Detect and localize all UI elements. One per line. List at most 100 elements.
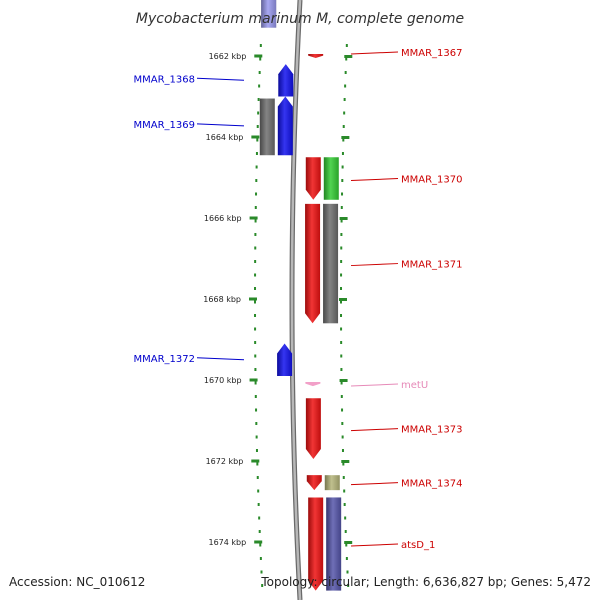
forward-guide-dot xyxy=(340,368,343,371)
gene-mmar_1374[interactable] xyxy=(306,475,322,491)
ruler-tick-label: 1668 kbp xyxy=(203,295,241,304)
ruler-tick-mark xyxy=(339,379,348,382)
forward-guide-dot xyxy=(340,381,343,385)
reverse-guide-dot xyxy=(254,219,257,223)
forward-guide-dot xyxy=(345,557,348,560)
reverse-guide-dot xyxy=(261,584,264,587)
gene-atsd_1[interactable] xyxy=(308,497,324,591)
gene-mmar_1370[interactable] xyxy=(305,157,321,200)
reverse-guide-dot xyxy=(254,395,257,398)
forward-guide-dot xyxy=(344,530,347,533)
gene-label-mmar_1371[interactable]: MMAR_1371 xyxy=(401,260,463,271)
gene-label-leader xyxy=(350,543,399,547)
gene-label-leader xyxy=(196,77,245,81)
forward-guide-dot xyxy=(343,503,346,506)
reverse-guide-dot xyxy=(254,287,257,290)
gene-mmar_1371[interactable] xyxy=(305,203,321,324)
reverse-guide-dot xyxy=(254,381,257,385)
gene-mmar_1372[interactable] xyxy=(277,343,293,376)
forward-guide-dot xyxy=(341,449,344,452)
ruler-tick-label: 1662 kbp xyxy=(209,52,247,61)
gene-feature-5[interactable] xyxy=(323,157,339,200)
forward-guide-dot xyxy=(340,246,343,250)
forward-guide-dot xyxy=(346,570,349,574)
ruler-tick-mark xyxy=(339,217,348,220)
track-guides xyxy=(254,44,350,587)
forward-guide-dot xyxy=(340,341,343,344)
forward-guide-dot xyxy=(344,84,347,88)
forward-guide-dot xyxy=(340,260,343,263)
forward-guide-dot xyxy=(345,44,348,47)
gene-label-mmar_1367[interactable]: MMAR_1367 xyxy=(401,48,463,59)
gene-mmar_1368[interactable] xyxy=(278,64,294,97)
reverse-guide-dot xyxy=(254,233,257,236)
gene-label-atsd_1[interactable]: atsD_1 xyxy=(401,540,435,551)
gene-metu[interactable] xyxy=(305,382,321,387)
gene-label-mmar_1374[interactable]: MMAR_1374 xyxy=(401,479,463,490)
forward-guide-dot xyxy=(340,233,343,236)
ruler-tick-mark xyxy=(251,135,260,139)
gene-label-leader xyxy=(196,123,245,127)
reverse-guide-dot xyxy=(255,422,258,425)
reverse-guide-dot xyxy=(259,57,262,61)
forward-guide-dot xyxy=(341,408,344,412)
reverse-guide-dot xyxy=(259,44,262,47)
ruler-tick-mark xyxy=(341,136,350,139)
gene-label-mmar_1370[interactable]: MMAR_1370 xyxy=(401,175,463,186)
ruler-tick-label: 1664 kbp xyxy=(206,133,244,142)
gene-label-leader xyxy=(350,178,399,182)
forward-guide-dot xyxy=(340,206,343,209)
gene-mmar_1373[interactable] xyxy=(305,398,321,459)
gene-feature-7[interactable] xyxy=(323,203,339,324)
gene-feature-16[interactable] xyxy=(261,0,277,28)
forward-guide-dot xyxy=(340,300,343,304)
ruler-tick-mark xyxy=(251,459,260,463)
forward-guide-dot xyxy=(342,125,345,128)
ruler-ticks: 1662 kbp 1664 kbp 1666 kbp 1668 kbp 1670 kbp… xyxy=(203,52,353,547)
forward-guide-dot xyxy=(341,152,344,155)
gene-label-leader xyxy=(350,482,399,486)
reverse-guide-dot xyxy=(254,273,257,277)
reverse-guide-dot xyxy=(254,206,257,209)
gene-label-leader xyxy=(350,428,399,432)
reverse-guide-dot xyxy=(258,71,261,74)
gene-mmar_1367[interactable] xyxy=(308,53,324,59)
reverse-guide-dot xyxy=(255,179,258,182)
reverse-guide-dot xyxy=(257,98,260,101)
forward-guide-dot xyxy=(340,219,343,223)
reverse-guide-dot xyxy=(257,489,260,493)
forward-guide-dot xyxy=(343,489,346,493)
ruler-tick-label: 1670 kbp xyxy=(204,376,242,385)
gene-feature-12[interactable] xyxy=(324,475,340,491)
reverse-guide-dot xyxy=(257,111,260,115)
reverse-guide-dot xyxy=(258,530,261,533)
ruler-tick-mark xyxy=(254,540,263,544)
reverse-guide-dot xyxy=(254,368,257,371)
reverse-guide-dot xyxy=(254,314,257,317)
forward-guide-dot xyxy=(347,584,350,587)
reverse-guide-dot xyxy=(260,570,263,574)
gene-label-mmar_1368[interactable]: MMAR_1368 xyxy=(134,74,196,85)
reverse-guide-dot xyxy=(255,192,258,196)
forward-guide-dot xyxy=(340,273,343,277)
gene-mmar_1369[interactable] xyxy=(277,96,293,156)
gene-label-mmar_1372[interactable]: MMAR_1372 xyxy=(134,354,196,365)
gene-label-metu[interactable]: metU xyxy=(401,380,428,391)
accession-text: Accession: NC_010612 xyxy=(9,575,146,589)
ruler-tick-mark xyxy=(341,460,350,463)
gene-label-mmar_1369[interactable]: MMAR_1369 xyxy=(134,120,196,131)
forward-guide-dot xyxy=(341,435,344,439)
ruler-tick-label: 1674 kbp xyxy=(209,538,247,547)
gene-feature-14[interactable] xyxy=(326,497,342,591)
gene-label-mmar_1373[interactable]: MMAR_1373 xyxy=(401,425,463,436)
forward-guide-dot xyxy=(345,543,348,547)
ruler-tick-mark xyxy=(254,54,263,58)
ruler-tick-mark xyxy=(249,297,258,301)
forward-guide-dot xyxy=(340,314,343,317)
reverse-guide-dot xyxy=(254,327,257,331)
gene-feature-3[interactable] xyxy=(259,98,275,156)
forward-guide-dot xyxy=(344,71,347,74)
forward-guide-dot xyxy=(341,192,344,196)
reverse-guide-dot xyxy=(254,246,257,250)
